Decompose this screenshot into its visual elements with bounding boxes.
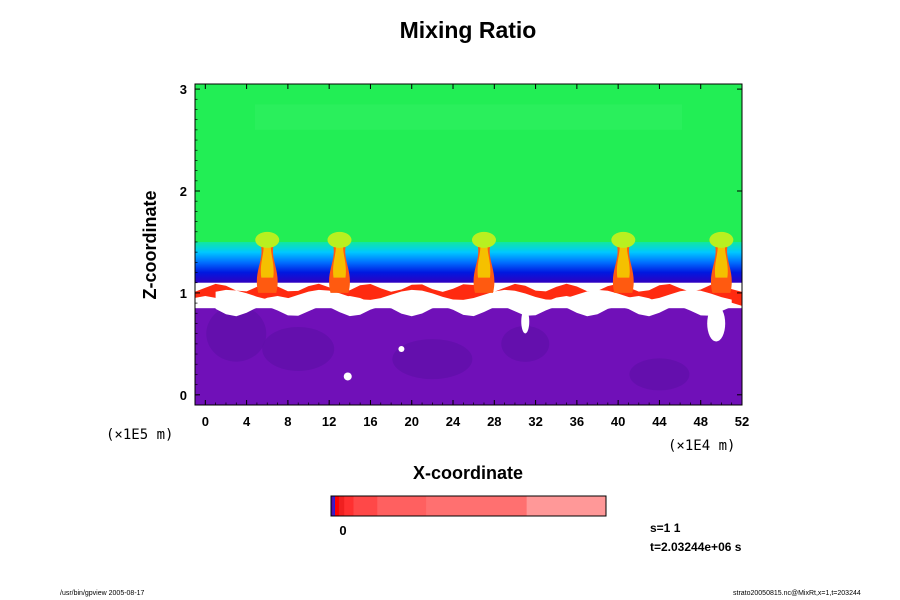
white-gap — [215, 289, 732, 317]
plot-area — [195, 84, 742, 405]
lower-swirl — [206, 305, 267, 362]
plot-frame — [194, 83, 743, 406]
colorbar-segment — [334, 496, 340, 516]
colorbar-segment — [377, 496, 427, 516]
lower-swirl — [501, 325, 550, 362]
x-tick-label: 0 — [202, 414, 209, 429]
x-tick-label: 44 — [652, 414, 667, 429]
y-scale-label: (×1E5 m) — [106, 427, 173, 443]
colorbar-segment — [333, 496, 336, 516]
x-tick-label: 12 — [322, 414, 336, 429]
y-tick-label: 1 — [180, 286, 187, 301]
colorbar-segment — [426, 496, 527, 516]
lower-swirl — [262, 326, 335, 371]
y-axis-ticks: 0 1 2 3 — [180, 82, 742, 403]
y-tick-label: 3 — [180, 82, 187, 97]
x-axis-ticks: 0 4 8 12 16 20 24 28 32 36 40 44 48 52 — [194, 84, 749, 429]
footer-left: /usr/bin/gpview 2005-08-17 — [60, 590, 145, 597]
lower-swirl — [629, 358, 690, 391]
plume — [255, 231, 280, 293]
x-tick-label: 20 — [405, 414, 419, 429]
white-drip — [521, 309, 530, 334]
info-step: s=1 1 — [650, 521, 681, 535]
colorbar-segment — [344, 496, 354, 516]
white-spot — [343, 372, 352, 381]
white-drip — [707, 305, 726, 342]
colorbar-segment — [526, 496, 607, 516]
x-axis-label: X-coordinate — [413, 463, 523, 483]
lower-swirl — [392, 339, 473, 380]
x-tick-label: 8 — [284, 414, 291, 429]
plume — [709, 231, 734, 293]
x-tick-label: 32 — [528, 414, 542, 429]
x-tick-label: 52 — [735, 414, 749, 429]
y-tick-label: 2 — [180, 184, 187, 199]
x-tick-label: 16 — [363, 414, 377, 429]
colorbar-tick-label: 0 — [339, 523, 346, 538]
x-tick-label: 24 — [446, 414, 461, 429]
colorbar-segment — [338, 496, 345, 516]
upper-layer-shade — [255, 104, 682, 130]
info-time: t=2.03244e+06 s — [650, 540, 742, 554]
plume — [327, 231, 352, 293]
plume — [611, 231, 636, 293]
x-scale-label: (×1E4 m) — [668, 438, 735, 454]
white-spot — [398, 345, 405, 352]
y-axis-label: Z-coordinate — [140, 190, 160, 299]
x-tick-label: 28 — [487, 414, 501, 429]
colorbar-frame — [330, 495, 607, 517]
x-tick-label: 48 — [693, 414, 707, 429]
footer-right: strato20050815.nc@MixRt,x=1,t=203244 — [733, 590, 861, 597]
colorbar-segment — [331, 496, 334, 516]
chart-title: Mixing Ratio — [400, 17, 537, 43]
y-tick-label: 0 — [180, 388, 187, 403]
x-tick-label: 40 — [611, 414, 625, 429]
x-tick-label: 4 — [243, 414, 251, 429]
colorbar — [331, 496, 607, 516]
plume — [471, 231, 496, 293]
gradient-band — [195, 241, 742, 283]
colorbar-segment — [353, 496, 378, 516]
x-tick-label: 36 — [570, 414, 584, 429]
